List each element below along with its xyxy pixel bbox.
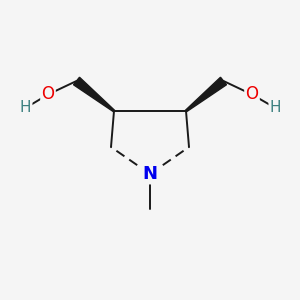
Text: O: O: [41, 85, 55, 103]
Text: N: N: [142, 165, 158, 183]
Polygon shape: [185, 77, 226, 112]
Text: H: H: [270, 100, 281, 116]
Text: H: H: [20, 100, 31, 116]
Polygon shape: [74, 77, 115, 112]
Text: O: O: [245, 85, 259, 103]
